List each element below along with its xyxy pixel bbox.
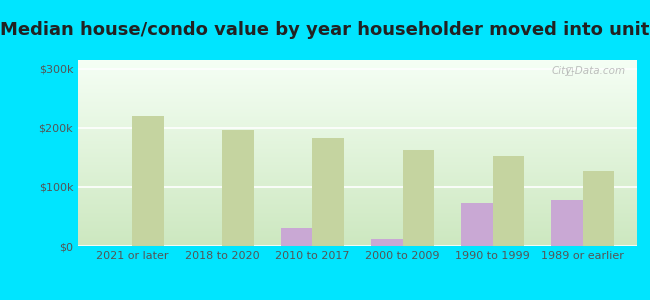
Bar <box>462 203 493 246</box>
Bar <box>583 171 614 246</box>
Bar <box>402 150 434 246</box>
Text: City-Data.com: City-Data.com <box>552 66 626 76</box>
Bar <box>132 116 164 246</box>
Bar <box>551 200 583 246</box>
Bar <box>281 228 313 246</box>
Bar <box>493 156 525 246</box>
Text: Median house/condo value by year householder moved into unit: Median house/condo value by year househo… <box>0 21 650 39</box>
Bar <box>371 239 402 246</box>
Text: ⦿: ⦿ <box>566 66 573 76</box>
Bar <box>313 138 344 246</box>
Bar <box>222 130 254 246</box>
